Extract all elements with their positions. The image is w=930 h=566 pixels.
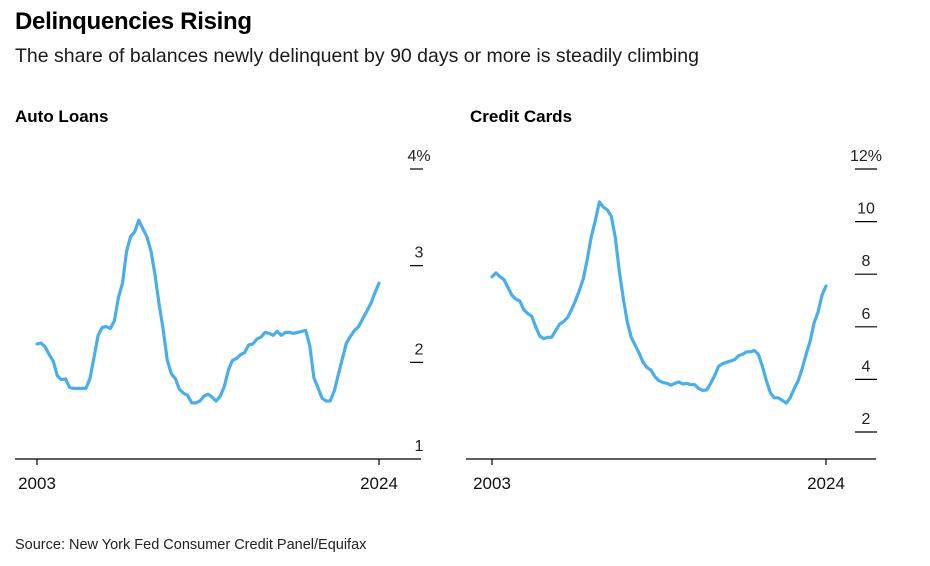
auto-loans-y-tick-label: 2 <box>415 341 424 358</box>
credit-cards-y-tick-label: 10 <box>857 201 875 218</box>
auto-loans-x-tick-label: 2024 <box>360 474 398 493</box>
auto-loans-y-tick-label: 4% <box>407 148 430 165</box>
credit-cards-y-tick-label: 6 <box>862 306 871 323</box>
credit-cards-x-tick-label: 2024 <box>807 474 845 493</box>
credit-cards-y-tick-label: 12% <box>850 148 882 165</box>
credit-cards-y-tick-label: 4 <box>862 358 871 375</box>
auto-loans-x-tick-label: 2003 <box>18 474 56 493</box>
auto-loans-y-tick-label: 3 <box>415 245 424 262</box>
credit-cards-series-line <box>490 200 828 405</box>
credit-cards-panel-title: Credit Cards <box>470 107 573 126</box>
auto-loans-y-tick-label: 1 <box>415 438 424 455</box>
credit-cards-x-tick-label: 2003 <box>473 474 511 493</box>
chart-title: Delinquencies Rising <box>15 8 252 35</box>
source-note: Source: New York Fed Consumer Credit Pan… <box>15 537 367 553</box>
credit-cards-y-tick-label: 2 <box>862 411 871 428</box>
chart-subtitle: The share of balances newly delinquent b… <box>15 45 699 67</box>
credit-cards-y-tick-label: 8 <box>862 253 871 270</box>
auto-loans-series-line <box>35 218 381 405</box>
auto-loans-panel-title: Auto Loans <box>15 107 109 126</box>
